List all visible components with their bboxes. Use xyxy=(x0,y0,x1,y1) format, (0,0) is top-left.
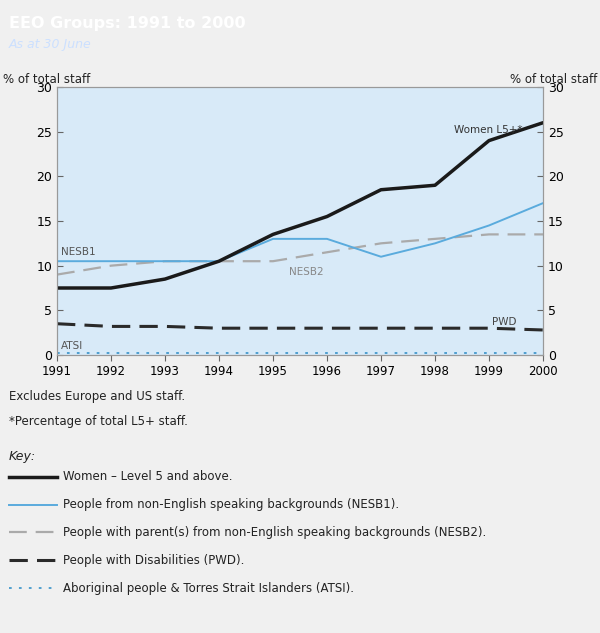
Text: NESB1: NESB1 xyxy=(61,247,95,257)
Text: People with Disabilities (PWD).: People with Disabilities (PWD). xyxy=(63,554,244,567)
Text: NESB2: NESB2 xyxy=(289,266,324,277)
Text: Excludes Europe and US staff.: Excludes Europe and US staff. xyxy=(9,390,185,403)
Text: PWD: PWD xyxy=(492,316,516,327)
Text: ATSI: ATSI xyxy=(61,341,83,351)
Text: EEO Groups: 1991 to 2000: EEO Groups: 1991 to 2000 xyxy=(9,16,245,31)
Text: *Percentage of total L5+ staff.: *Percentage of total L5+ staff. xyxy=(9,415,188,429)
Text: % of total staff: % of total staff xyxy=(510,73,597,85)
Text: People from non-English speaking backgrounds (NESB1).: People from non-English speaking backgro… xyxy=(63,498,399,511)
Text: Key:: Key: xyxy=(9,450,36,463)
Text: Women – Level 5 and above.: Women – Level 5 and above. xyxy=(63,470,233,483)
Text: People with parent(s) from non-English speaking backgrounds (NESB2).: People with parent(s) from non-English s… xyxy=(63,526,486,539)
Text: % of total staff: % of total staff xyxy=(3,73,90,85)
Text: Aboriginal people & Torres Strait Islanders (ATSI).: Aboriginal people & Torres Strait Island… xyxy=(63,582,354,594)
Text: Women L5+*: Women L5+* xyxy=(454,125,523,135)
Text: As at 30 June: As at 30 June xyxy=(9,38,92,51)
